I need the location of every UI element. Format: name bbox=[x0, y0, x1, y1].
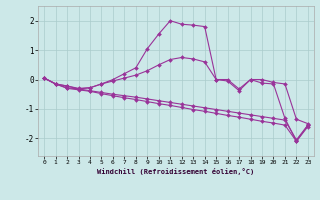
X-axis label: Windchill (Refroidissement éolien,°C): Windchill (Refroidissement éolien,°C) bbox=[97, 168, 255, 175]
